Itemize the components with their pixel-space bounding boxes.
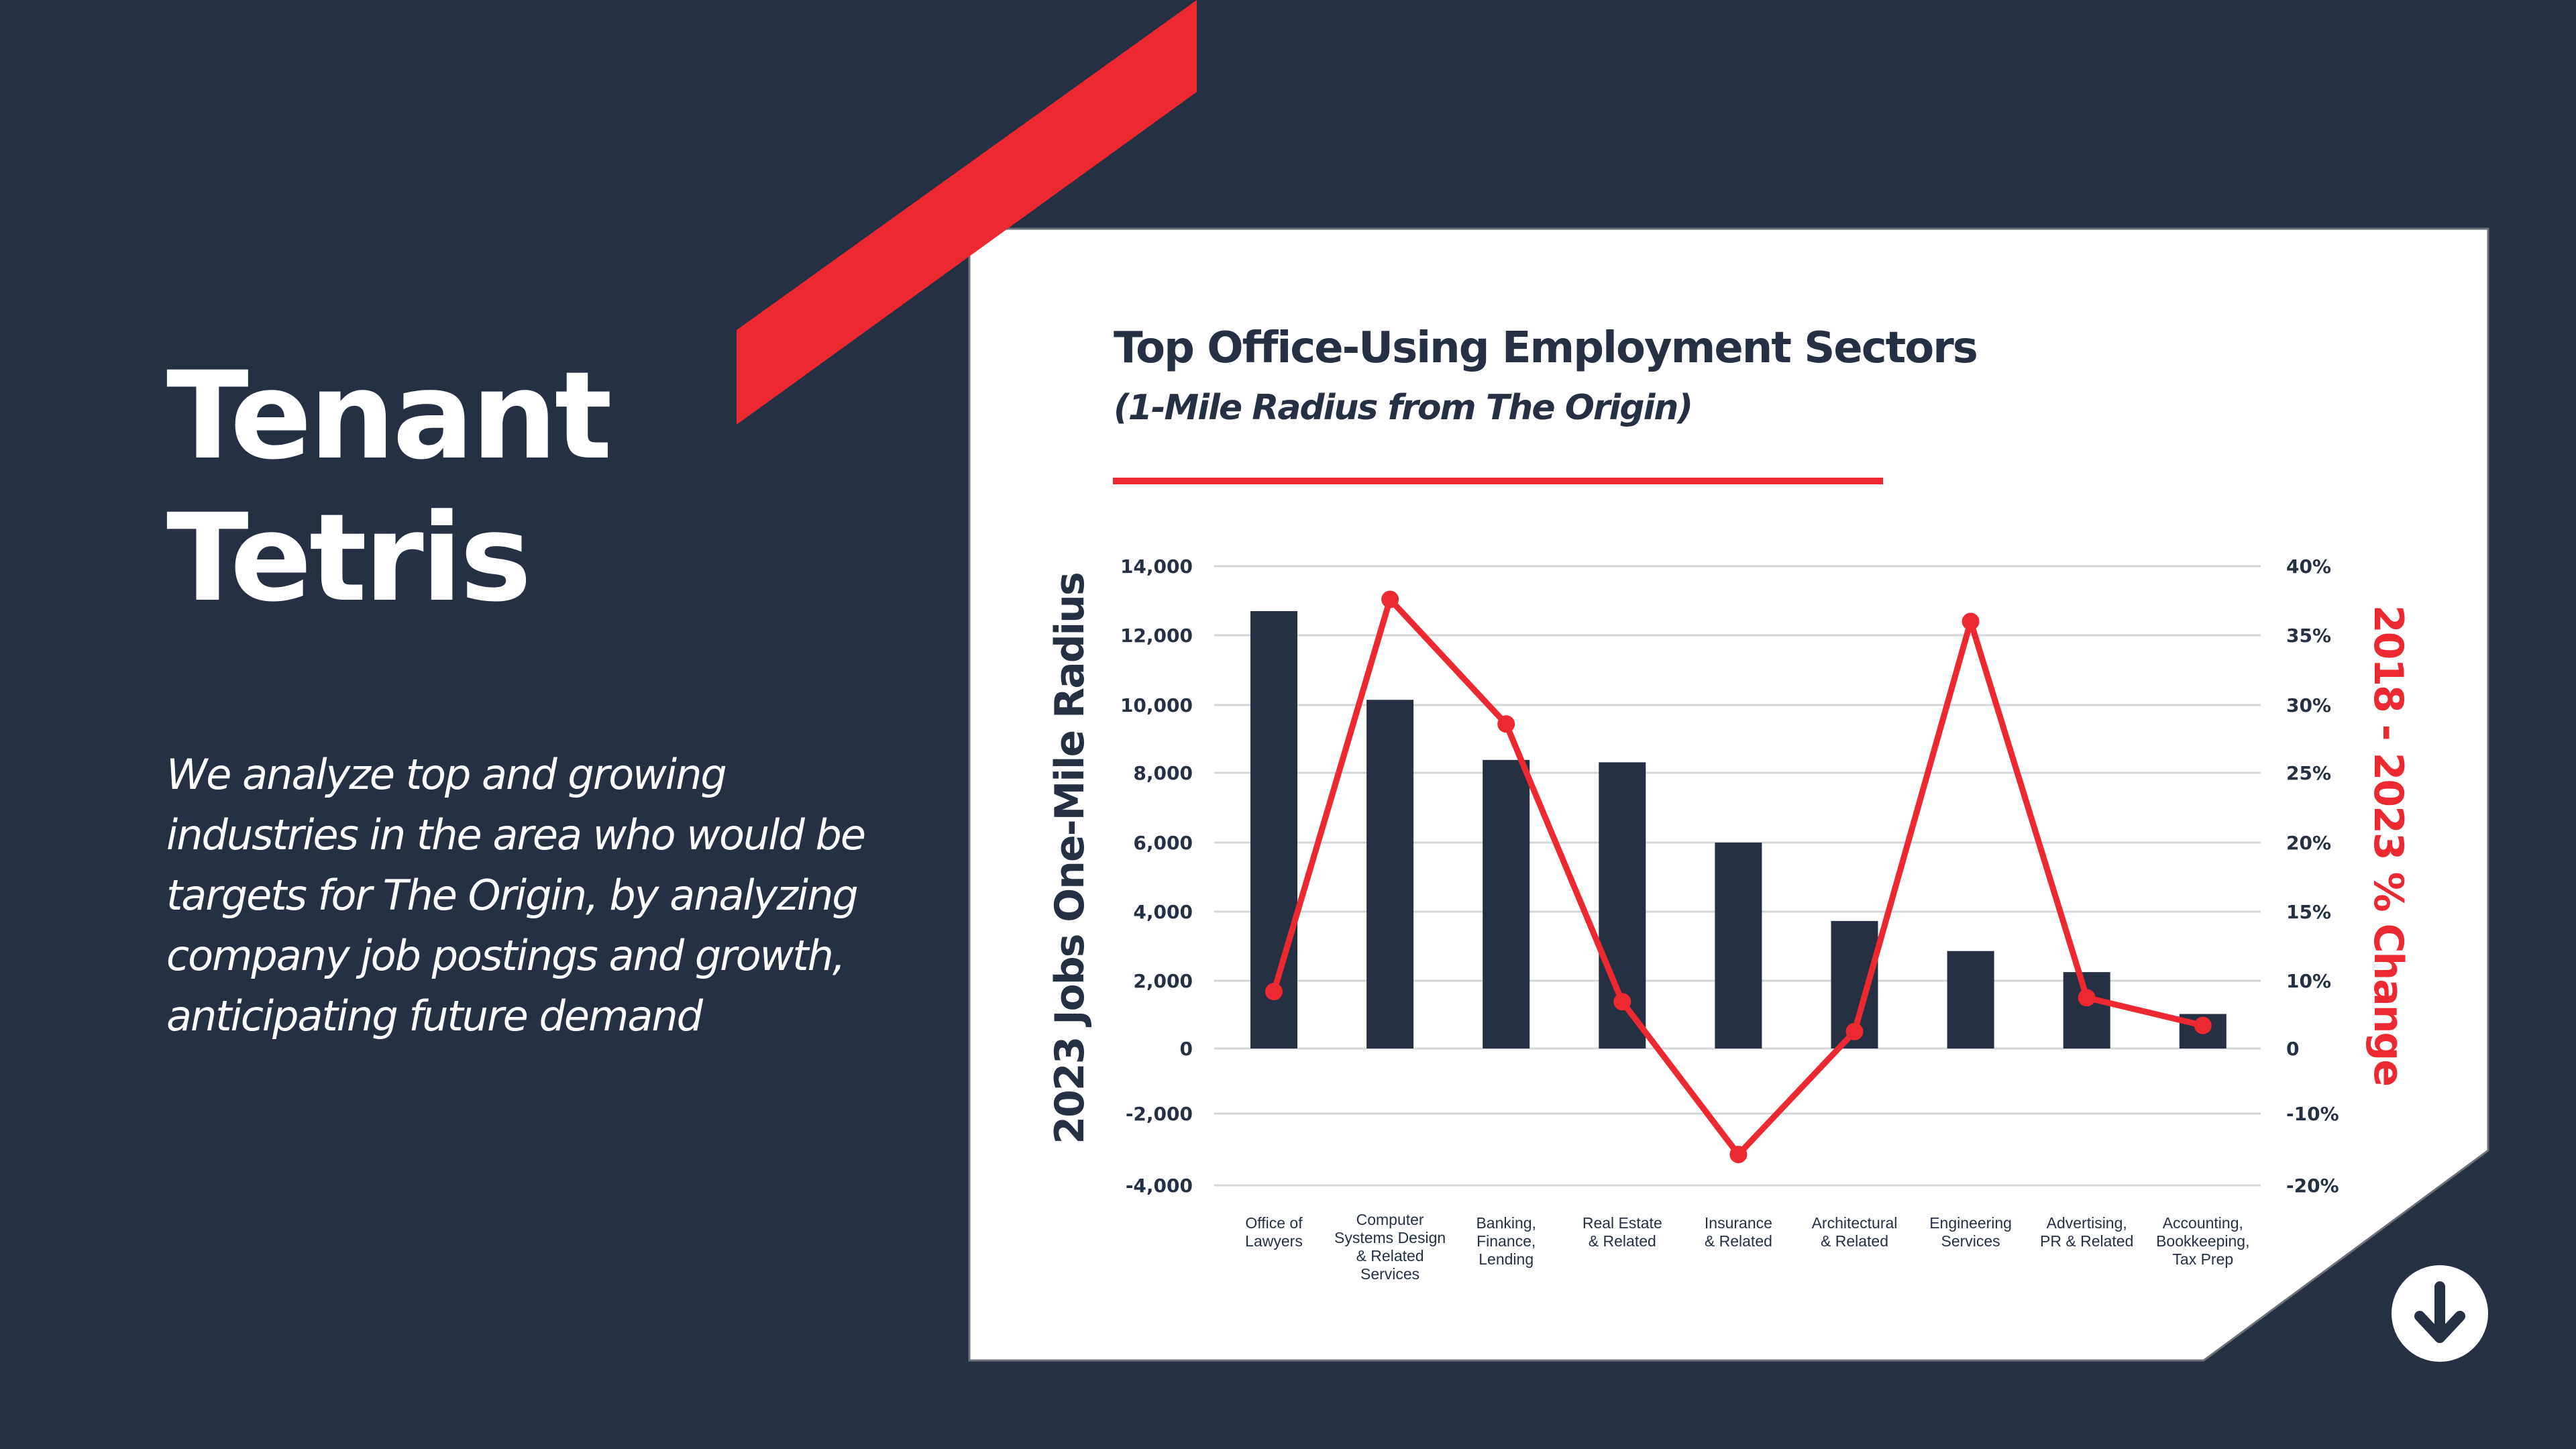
right-tick-label: -20% bbox=[2286, 1175, 2339, 1197]
category-label-line: Computer bbox=[1356, 1211, 1424, 1228]
left-tick-label: 10,000 bbox=[1120, 694, 1193, 716]
line-point bbox=[1729, 1145, 1748, 1163]
category-label-line: Systems Design bbox=[1334, 1229, 1446, 1246]
left-tick-label: 12,000 bbox=[1120, 625, 1193, 647]
category-label-line: Insurance bbox=[1705, 1214, 1772, 1232]
slide-title-line-2: Tetris bbox=[166, 488, 532, 629]
left-tick-label: 0 bbox=[1180, 1038, 1193, 1060]
line-point bbox=[1962, 612, 1980, 631]
category-label: Accounting, Bookkeeping, Tax Prep bbox=[2156, 1214, 2249, 1268]
category-label-line: & Related bbox=[1356, 1247, 1424, 1265]
line-point bbox=[1845, 1022, 1864, 1040]
chart-subtitle: (1-Mile Radius from The Origin) bbox=[1114, 388, 1693, 428]
bar bbox=[1947, 951, 1994, 1049]
category-label-line: Finance, bbox=[1477, 1232, 1536, 1250]
bar bbox=[1250, 610, 1297, 1049]
right-tick-label: 35% bbox=[2286, 625, 2331, 647]
right-tick-label: 20% bbox=[2286, 832, 2331, 854]
line-point bbox=[1381, 590, 1399, 608]
bar bbox=[1483, 759, 1530, 1049]
left-tick-label: 14,000 bbox=[1120, 555, 1193, 578]
right-tick-label: 25% bbox=[2286, 762, 2331, 784]
slide-title: Tenant Tetris bbox=[166, 345, 612, 630]
category-label-line: Architectural bbox=[1812, 1214, 1898, 1232]
chart-card bbox=[968, 227, 2489, 1362]
scroll-down-button[interactable] bbox=[2392, 1265, 2488, 1362]
line-point bbox=[1613, 993, 1631, 1011]
bar bbox=[1366, 700, 1414, 1049]
category-label-line: Services bbox=[1360, 1265, 1419, 1283]
left-tick-label: 2,000 bbox=[1133, 970, 1193, 992]
line-point bbox=[1265, 983, 1283, 1001]
line-point bbox=[2078, 989, 2096, 1007]
category-label: Banking, Finance, Lending bbox=[1476, 1214, 1536, 1268]
line-point bbox=[1497, 715, 1515, 733]
category-label: Engineering Services bbox=[1929, 1214, 2012, 1250]
right-axis-ticks: 40% 35% 30% 25% 20% 15% 10% 0 -10% -20% bbox=[2286, 555, 2339, 1197]
bar bbox=[2063, 972, 2110, 1049]
right-tick-label: 0 bbox=[2286, 1038, 2299, 1060]
category-label-line: & Related bbox=[1589, 1232, 1656, 1250]
category-label-line: & Related bbox=[1705, 1232, 1772, 1250]
category-label: Computer Systems Design & Related Services bbox=[1334, 1211, 1446, 1283]
category-label-line: Banking, bbox=[1476, 1214, 1536, 1232]
category-label: Architectural & Related bbox=[1812, 1214, 1898, 1250]
category-label-line: Office of bbox=[1245, 1214, 1303, 1232]
right-tick-label: -10% bbox=[2286, 1103, 2339, 1125]
title-underline bbox=[1113, 478, 1883, 484]
category-label-line: Engineering bbox=[1929, 1214, 2012, 1232]
category-label-line: Tax Prep bbox=[2172, 1250, 2233, 1268]
bar-series bbox=[1250, 610, 2226, 1049]
left-tick-label: -4,000 bbox=[1126, 1175, 1193, 1197]
category-label: Real Estate & Related bbox=[1582, 1214, 1662, 1250]
category-label-line: Real Estate bbox=[1582, 1214, 1662, 1232]
slide-description: We analyze top and growing industries in… bbox=[166, 750, 866, 1040]
category-label-line: PR & Related bbox=[2040, 1232, 2133, 1250]
category-label-line: Lawyers bbox=[1245, 1232, 1303, 1250]
category-label-line: & Related bbox=[1821, 1232, 1888, 1250]
right-tick-label: 10% bbox=[2286, 970, 2331, 992]
category-label-line: Accounting, bbox=[2163, 1214, 2243, 1232]
right-tick-label: 30% bbox=[2286, 694, 2331, 716]
arrow-down-icon bbox=[2414, 1281, 2465, 1343]
line-point bbox=[2194, 1016, 2212, 1034]
right-tick-label: 40% bbox=[2286, 555, 2331, 578]
category-label-line: Bookkeeping, bbox=[2156, 1232, 2249, 1250]
category-label: Office of Lawyers bbox=[1245, 1214, 1303, 1250]
right-tick-label: 15% bbox=[2286, 901, 2331, 923]
category-label-line: Services bbox=[1941, 1232, 2000, 1250]
left-tick-label: -2,000 bbox=[1126, 1103, 1193, 1125]
left-tick-label: 6,000 bbox=[1133, 832, 1193, 854]
left-axis-ticks: 14,000 12,000 10,000 8,000 6,000 4,000 2,000 0 -… bbox=[1120, 555, 1193, 1197]
red-diagonal-stripe bbox=[737, 0, 1197, 425]
left-tick-label: 4,000 bbox=[1133, 901, 1193, 923]
bar bbox=[1715, 843, 1762, 1049]
category-label: Advertising, PR & Related bbox=[2040, 1214, 2133, 1250]
category-label-line: Advertising, bbox=[2047, 1214, 2127, 1232]
chart-title: Top Office-Using Employment Sectors bbox=[1114, 323, 1978, 373]
slide-title-line-1: Tenant bbox=[166, 346, 612, 486]
left-tick-label: 8,000 bbox=[1133, 762, 1193, 784]
category-label: Insurance & Related bbox=[1705, 1214, 1772, 1250]
line-series bbox=[1265, 590, 2212, 1163]
category-label-line: Lending bbox=[1479, 1250, 1534, 1268]
